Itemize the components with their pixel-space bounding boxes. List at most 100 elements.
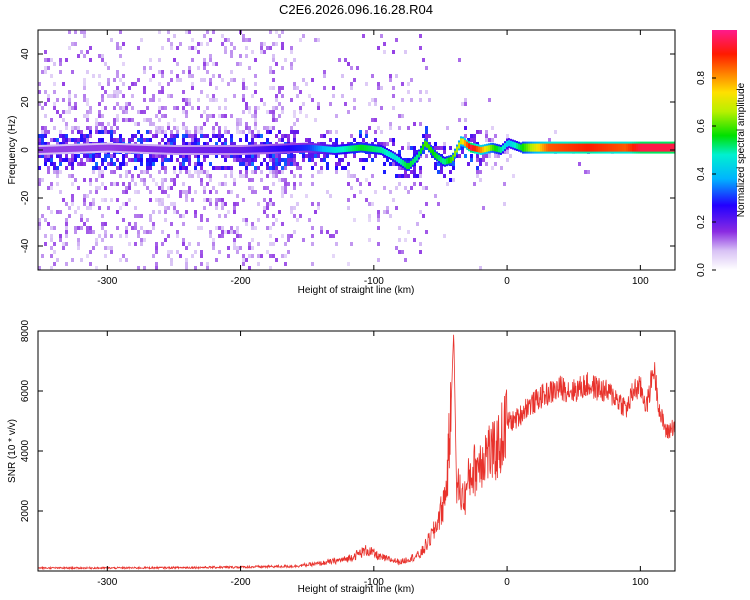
spectrogram-cell [467,162,470,166]
spectrogram-cell [122,110,125,114]
spectrogram-cell [398,166,401,170]
spectrogram-cell [161,202,164,206]
spectrogram-cell [92,198,95,202]
spectrogram-cell [407,190,410,194]
spectrogram-cell [74,210,77,214]
ridge-cell [306,144,308,151]
spectrogram-cell [305,154,308,158]
spectrogram-cell [248,38,251,42]
spectrogram-cell [248,142,251,146]
spectrogram-cell [281,134,284,138]
spectrogram-cell [194,166,197,170]
spectrogram-cell [188,98,191,102]
spectrogram-cell [347,170,350,174]
spectrogram-cell [194,214,197,218]
spectrogram-cell [128,102,131,106]
spectrogram-cell [425,186,428,190]
spectrogram-cell [479,266,482,270]
ridge-cell [626,143,628,152]
spectrogram-cell [89,178,92,182]
spectrogram-cell [107,66,110,70]
spectrogram-cell [221,206,224,210]
spectrogram-cell [98,74,101,78]
spectrogram-cell [92,246,95,250]
spectrogram-y-label: Frequency (Hz) [7,116,18,185]
spectrogram-cell [188,158,191,162]
spectrogram-cell [95,130,98,134]
spectrogram-cell [335,230,338,234]
spectrogram-cell [125,258,128,262]
spectrogram-cell [164,170,167,174]
spectrogram-cell [326,162,329,166]
ridge-cell [196,147,198,153]
ridge-cell [574,143,576,152]
spectrogram-cell [278,162,281,166]
ridge-cell [188,147,190,153]
ridge-cell [152,146,154,153]
spectrogram-cell [134,166,137,170]
spectrogram-cell [134,154,137,158]
ridge-cell [316,145,318,152]
spectrogram-cell [173,182,176,186]
ridge-cell [348,145,350,152]
ridge-cell [364,145,366,152]
ridge-cell [472,145,474,152]
spectrogram-cell [287,234,290,238]
spectrogram-cell [185,154,188,158]
ridge-cell [340,146,342,153]
spectrogram-cell [236,226,239,230]
spectrogram-cell [101,122,104,126]
spectrogram-cell [101,86,104,90]
spectrogram-cell [74,126,77,130]
spectrogram-cell [140,178,143,182]
ridge-cell [536,143,538,152]
spectrogram-cell [257,130,260,134]
spectrogram-cell [173,170,176,174]
spectrogram-cell [110,154,113,158]
spectrogram-cell [182,142,185,146]
spectrogram-cell [155,182,158,186]
spectrogram-cell [305,194,308,198]
spectrogram-cell [110,250,113,254]
spectrogram-cell [191,106,194,110]
ridge-cell [298,144,300,151]
spectrogram-cell [419,170,422,174]
spectrogram-cell [248,106,251,110]
spectrogram-cell [272,158,275,162]
spectrogram-cell [269,30,272,34]
spectrogram-cell [398,250,401,254]
spectrogram-cell [41,130,44,134]
spectrogram-cell [230,154,233,158]
spectrogram-cell [41,178,44,182]
spectrogram-cell [368,202,371,206]
spectrogram-cell [194,126,197,130]
spectrogram-cell [188,70,191,74]
spectrogram-cell [242,34,245,38]
ridge-cell [590,143,592,152]
ridge-cell [266,146,268,153]
ridge-cell [650,143,652,152]
ridge-cell [668,143,670,152]
spectrogram-cell [380,86,383,90]
spectrogram-cell [164,134,167,138]
ridge-cell [422,144,424,151]
spectrogram-cell [185,130,188,134]
spectrogram-cell [50,226,53,230]
spectrogram-cell [293,58,296,62]
ridge-cell [142,145,144,152]
spectrogram-cell [101,158,104,162]
colorbar-tick-label: 0.8 [696,71,707,85]
spectrogram-cell [272,86,275,90]
spectrogram-cell [353,98,356,102]
ridge-cell [88,145,90,152]
spectrogram-cell [458,118,461,122]
spectrogram-cell [158,170,161,174]
spectrogram-cell [419,242,422,246]
spectrogram-cell [47,186,50,190]
ridge-cell [662,143,664,152]
spectrogram-cell [242,38,245,42]
ridge-cell [234,147,236,153]
ridge-cell [158,146,160,153]
spectrogram-cell [41,134,44,138]
spectrogram-cell [224,50,227,54]
